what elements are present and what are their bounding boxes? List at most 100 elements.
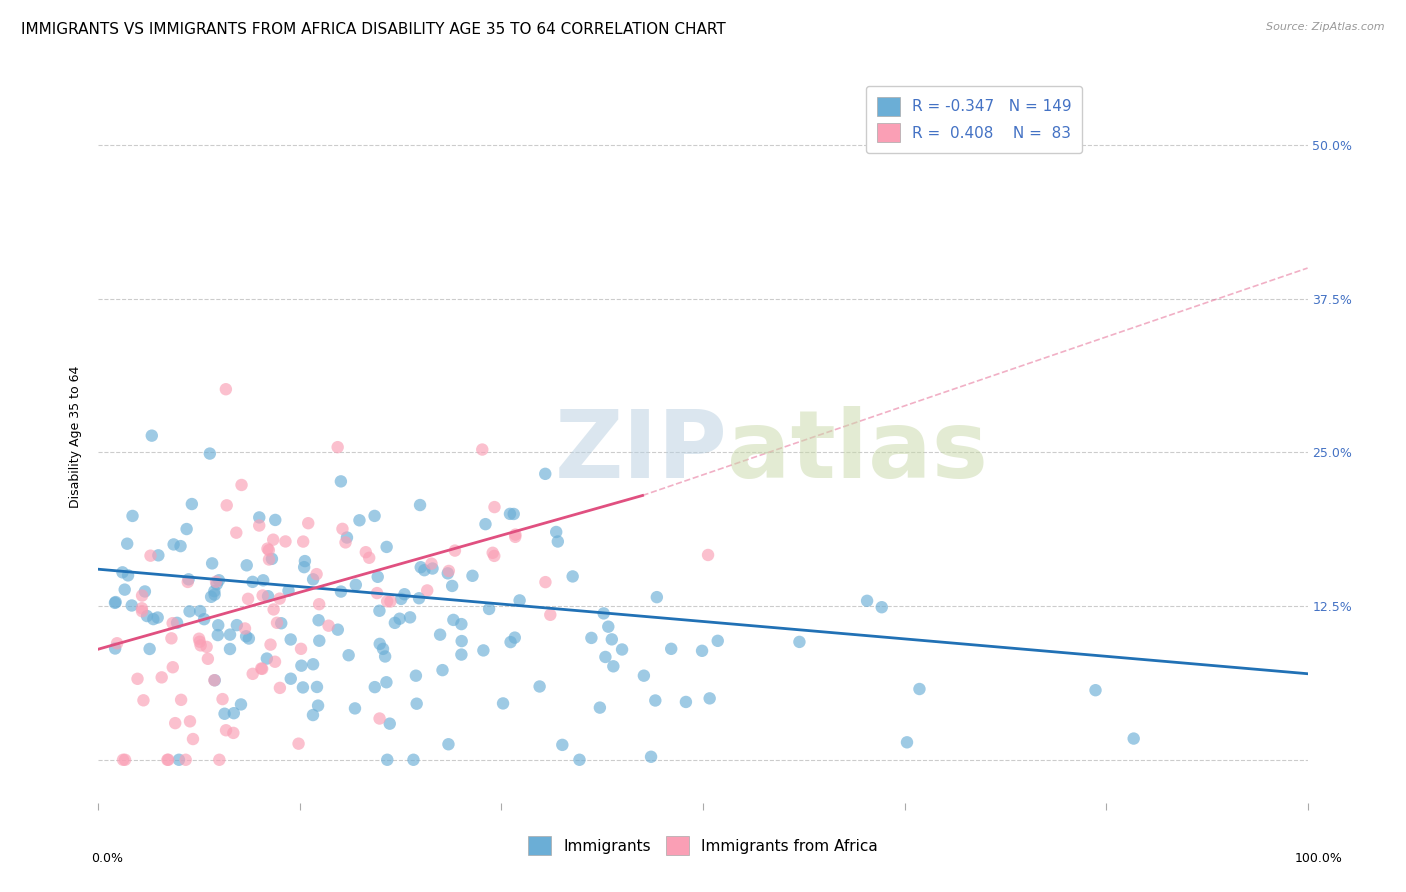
Point <box>274 534 297 549</box>
Point <box>405 669 427 683</box>
Point <box>441 579 464 593</box>
Point <box>266 615 288 630</box>
Point <box>509 593 531 607</box>
Point <box>150 670 173 684</box>
Point <box>329 475 352 489</box>
Point <box>408 591 430 606</box>
Point <box>375 675 398 690</box>
Legend: Immigrants, Immigrants from Africa: Immigrants, Immigrants from Africa <box>522 830 884 861</box>
Point <box>856 594 879 608</box>
Point <box>336 531 359 545</box>
Point <box>134 584 156 599</box>
Point <box>219 642 242 657</box>
Point <box>378 716 401 731</box>
Y-axis label: Disability Age 35 to 64: Disability Age 35 to 64 <box>69 366 83 508</box>
Point <box>256 651 278 665</box>
Point <box>699 691 721 706</box>
Point <box>264 513 287 527</box>
Point <box>896 735 918 749</box>
Point <box>162 537 184 551</box>
Point <box>231 478 253 492</box>
Point <box>250 662 273 676</box>
Point <box>208 753 231 767</box>
Point <box>257 543 280 558</box>
Point <box>287 737 309 751</box>
Point <box>343 701 366 715</box>
Point <box>177 574 200 589</box>
Point <box>375 540 398 554</box>
Point <box>394 587 416 601</box>
Point <box>162 660 184 674</box>
Point <box>235 558 257 573</box>
Point <box>277 583 299 598</box>
Point <box>305 680 328 694</box>
Point <box>307 698 329 713</box>
Point <box>250 661 273 675</box>
Point <box>437 737 460 751</box>
Point <box>534 467 557 481</box>
Point <box>640 749 662 764</box>
Point <box>349 513 371 527</box>
Text: atlas: atlas <box>727 406 988 498</box>
Point <box>104 641 127 656</box>
Point <box>247 510 270 524</box>
Point <box>547 534 569 549</box>
Point <box>162 616 184 631</box>
Point <box>499 507 522 521</box>
Point <box>503 631 526 645</box>
Point <box>697 548 720 562</box>
Point <box>170 693 193 707</box>
Point <box>121 508 143 523</box>
Point <box>188 632 211 646</box>
Point <box>337 648 360 663</box>
Point <box>402 753 425 767</box>
Point <box>538 607 561 622</box>
Point <box>291 681 314 695</box>
Point <box>202 584 225 599</box>
Point <box>139 549 162 563</box>
Point <box>105 636 128 650</box>
Point <box>375 753 398 767</box>
Point <box>136 609 159 624</box>
Point <box>205 574 228 589</box>
Point <box>204 588 226 602</box>
Point <box>252 574 274 588</box>
Point <box>368 637 391 651</box>
Point <box>219 627 242 641</box>
Point <box>441 613 464 627</box>
Point <box>222 726 245 740</box>
Point <box>481 546 503 560</box>
Point <box>371 641 394 656</box>
Point <box>181 732 204 747</box>
Point <box>142 612 165 626</box>
Point <box>561 569 583 583</box>
Point <box>461 569 484 583</box>
Point <box>389 591 412 606</box>
Point <box>146 610 169 624</box>
Point <box>302 572 325 586</box>
Point <box>247 518 270 533</box>
Point <box>256 541 278 556</box>
Point <box>492 697 515 711</box>
Point <box>870 600 893 615</box>
Point <box>188 604 211 618</box>
Point <box>610 642 633 657</box>
Point <box>200 590 222 604</box>
Point <box>308 597 330 611</box>
Point <box>706 633 728 648</box>
Point <box>179 604 201 618</box>
Point <box>368 604 391 618</box>
Point <box>308 613 330 627</box>
Point <box>422 561 444 575</box>
Point <box>174 753 197 767</box>
Point <box>193 612 215 626</box>
Point <box>581 631 603 645</box>
Point <box>215 499 238 513</box>
Point <box>484 549 506 563</box>
Point <box>478 602 501 616</box>
Point <box>222 706 245 721</box>
Point <box>644 693 666 707</box>
Point <box>229 698 252 712</box>
Point <box>131 604 153 618</box>
Point <box>450 648 472 662</box>
